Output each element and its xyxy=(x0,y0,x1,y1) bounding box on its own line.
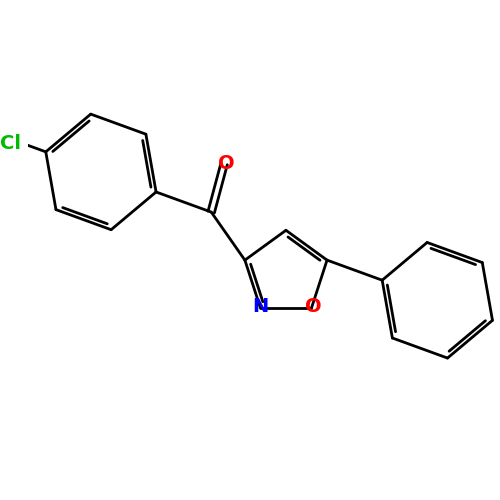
Text: O: O xyxy=(306,296,322,316)
Text: Cl: Cl xyxy=(0,134,21,154)
Text: N: N xyxy=(252,296,268,316)
Text: O: O xyxy=(218,154,235,174)
